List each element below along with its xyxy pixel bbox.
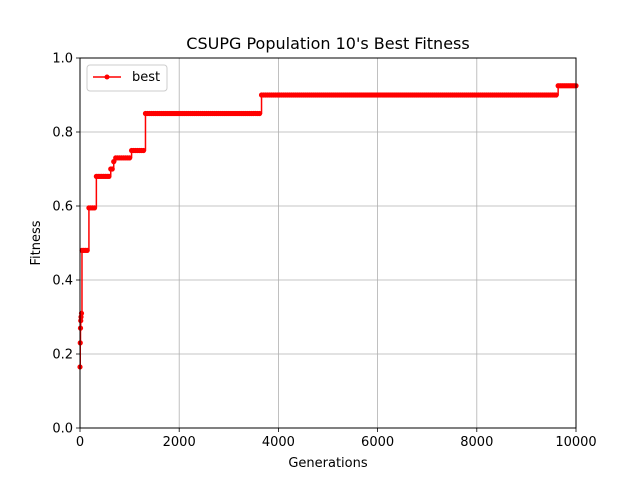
y-tick-label: 0.2 bbox=[52, 348, 73, 363]
legend-label-best: best bbox=[132, 70, 160, 85]
series-layer bbox=[77, 83, 579, 370]
x-tick-label: 4000 bbox=[262, 435, 295, 450]
x-tick-label: 0 bbox=[76, 435, 84, 450]
y-axis-label: Fitness bbox=[29, 220, 44, 265]
data-point bbox=[140, 147, 147, 154]
x-tick-label: 10000 bbox=[555, 435, 596, 450]
y-tick-label: 0.6 bbox=[52, 200, 73, 215]
y-tick-label: 0.4 bbox=[52, 274, 73, 289]
legend-marker bbox=[104, 74, 110, 80]
legend-box bbox=[86, 64, 168, 92]
data-point bbox=[109, 166, 115, 172]
y-tick-label: 1.0 bbox=[52, 52, 73, 67]
grid-lines bbox=[79, 57, 577, 429]
tick-layer: 0 2000 4000 6000 8000 10000 0.0 0.2 0.4 0.6 0.8 1.0 bbox=[52, 52, 596, 451]
y-tick-label: 0.8 bbox=[52, 126, 73, 141]
data-point bbox=[127, 155, 133, 161]
x-tick-label: 8000 bbox=[460, 435, 493, 450]
data-point bbox=[256, 110, 263, 117]
x-tick-label: 6000 bbox=[361, 435, 394, 450]
data-point bbox=[91, 205, 98, 211]
data-point bbox=[106, 173, 112, 179]
chart-title: CSUPG Population 10's Best Fitness bbox=[186, 34, 469, 53]
series-markers-best bbox=[77, 83, 579, 370]
legend: best bbox=[86, 64, 168, 92]
x-axis-label: Generations bbox=[288, 456, 368, 471]
data-point bbox=[84, 247, 90, 253]
plot-frame bbox=[79, 57, 577, 429]
data-point bbox=[553, 92, 559, 98]
data-point bbox=[78, 318, 84, 324]
y-tick-label: 0.0 bbox=[52, 422, 73, 437]
x-tick-label: 2000 bbox=[163, 435, 196, 450]
